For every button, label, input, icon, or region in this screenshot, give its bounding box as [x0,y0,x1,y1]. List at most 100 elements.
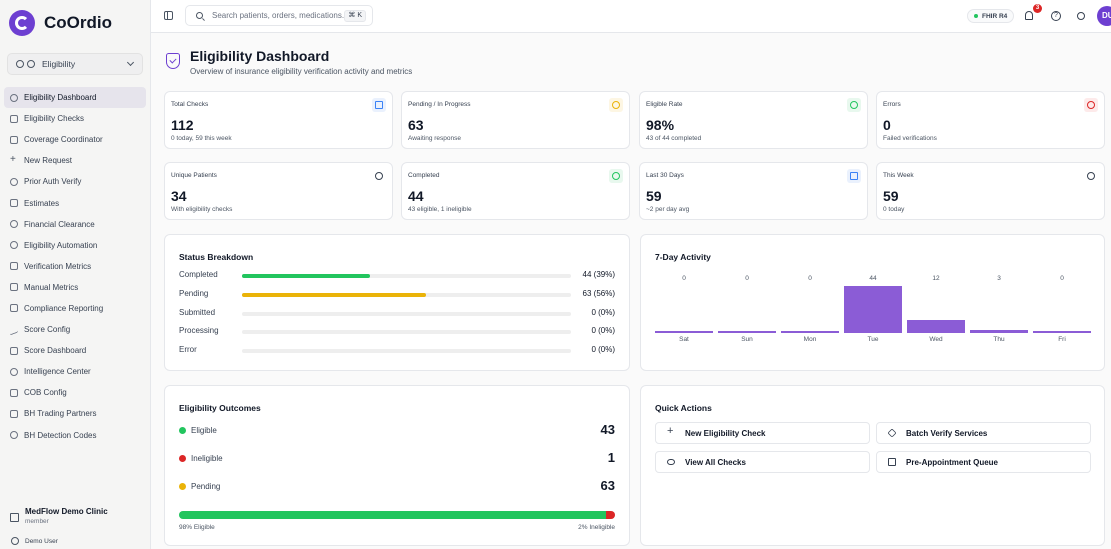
outcome-ratio-bar [179,511,615,519]
sidebar-item-new-request[interactable]: New Request [4,150,146,171]
network-icon [10,409,18,418]
bar-sun [718,331,776,333]
batch-verify-services-button[interactable]: Batch Verify Services [876,422,1091,444]
sidebar-item-bh-detection-codes[interactable]: BH Detection Codes [4,425,146,446]
status-progress-fill [242,274,371,278]
current-user[interactable]: Demo User [11,537,58,545]
clinic-name: MedFlow Demo Clinic [25,507,108,516]
module-select-value: Eligibility [42,59,76,69]
avatar[interactable]: DU [1097,6,1111,26]
check-circle-icon [10,93,18,102]
bell-icon[interactable] [1025,11,1033,20]
calendar-icon [888,458,896,466]
status-dot-icon [179,455,186,462]
sidebar-item-label: BH Trading Partners [24,409,97,419]
data-label-sun: 0 [745,275,749,282]
search-icon [196,12,203,19]
x-circle-icon-glyph [1087,101,1095,109]
sidebar-item-score-dashboard[interactable]: Score Dashboard [4,340,146,361]
stat-card-errors: Errors 0 Failed verifications [876,91,1105,149]
sidebar-toggle-icon[interactable] [164,11,173,20]
user-icon [372,169,386,183]
outcome-row-ineligible: Ineligible 1 [179,450,615,466]
check-circle-icon-glyph [612,172,620,180]
sidebar-item-prior-auth-verify[interactable]: Prior Auth Verify [4,171,146,192]
current-user-name: Demo User [25,537,58,545]
sidebar-item-bh-trading-partners[interactable]: BH Trading Partners [4,403,146,424]
sidebar-item-eligibility-automation[interactable]: Eligibility Automation [4,235,146,256]
bar-thu [970,329,1028,333]
fhir-status-badge: FHIR R4 [967,9,1015,23]
x-tick-label-wed: Wed [929,336,943,343]
notification-count-badge: 3 [1033,4,1042,13]
dollar-icon [10,431,18,440]
trend-icon [10,324,18,336]
sidebar-item-estimates[interactable]: Estimates [4,192,146,213]
theme-toggle-sun-icon[interactable] [1077,12,1085,20]
briefcase-icon [10,135,18,144]
status-row-pending: Pending 63 (56%) [179,289,615,301]
plus-icon [667,425,675,437]
brand[interactable]: CoOrdio [9,10,112,36]
file-icon [10,304,18,313]
bar-chart-icon [10,262,18,271]
clock-icon [609,98,623,112]
bar-wed [907,320,965,333]
sidebar-item-label: Score Dashboard [24,346,87,356]
status-progress-track [242,330,571,335]
search-box[interactable]: ⌘ K [185,5,373,26]
status-progress-track [242,292,571,297]
sidebar-item-eligibility-checks[interactable]: Eligibility Checks [4,108,146,129]
status-label: Processing [179,326,219,336]
stat-subtext: Failed verifications [883,135,937,142]
sidebar-item-label: Estimates [24,198,60,208]
search-input[interactable] [212,11,347,20]
stat-card-pending-in-progress: Pending / In Progress 63 Awaiting response [401,91,630,149]
sidebar-item-label: Compliance Reporting [24,303,104,313]
status-progress-track [242,311,571,316]
page-subtitle: Overview of insurance eligibility verifi… [190,67,413,76]
sidebar-item-verification-metrics[interactable]: Verification Metrics [4,256,146,277]
sidebar-item-eligibility-dashboard[interactable]: Eligibility Dashboard [4,87,146,109]
x-tick-label-mon: Mon [803,336,817,343]
stat-subtext: 0 today [883,206,905,213]
stat-subtext: 43 eligible, 1 ineligible [408,206,472,213]
ineligible-percent-label: 2% Ineligible [578,524,615,531]
check-circle-icon [16,60,24,68]
x-tick-label-thu: Thu [993,336,1005,343]
new-eligibility-check-button[interactable]: New Eligibility Check [655,422,870,444]
stat-label: Errors [883,101,901,108]
x-tick-label-sat: Sat [679,336,689,343]
help-icon[interactable]: ? [1051,11,1061,21]
stat-value: 98% [646,117,675,133]
stat-value: 63 [408,117,424,133]
sidebar-item-intelligence-center[interactable]: Intelligence Center [4,361,146,382]
module-select[interactable]: Eligibility [7,53,143,75]
file-icon [10,114,18,123]
eligible-percent-label: 98% Eligible [179,524,215,531]
button-label: Pre-Appointment Queue [906,457,999,467]
clinic-info[interactable]: MedFlow Demo Clinic member [10,507,108,525]
stat-card-last-30-days: Last 30 Days 59 ~2 per day avg [639,162,868,220]
status-value: 0 (0%) [591,345,615,355]
chart-title: 7-Day Activity [655,252,711,262]
outcome-row-eligible: Eligible 43 [179,422,615,438]
pre-appointment-queue-button[interactable]: Pre-Appointment Queue [876,451,1091,473]
sidebar-item-manual-metrics[interactable]: Manual Metrics [4,277,146,298]
button-label: Batch Verify Services [906,428,988,438]
x-tick-label-fri: Fri [1058,336,1066,343]
sidebar-item-coverage-coordinator[interactable]: Coverage Coordinator [4,129,146,150]
sidebar-item-financial-clearance[interactable]: Financial Clearance [4,214,146,235]
fhir-label: FHIR R4 [982,12,1008,20]
outcome-row-pending: Pending 63 [179,478,615,494]
bar-mon [781,331,839,333]
button-label: New Eligibility Check [685,428,766,438]
outcome-value: 1 [607,450,615,465]
sidebar-item-score-config[interactable]: Score Config [4,319,146,340]
sidebar-item-compliance-reporting[interactable]: Compliance Reporting [4,298,146,319]
bar-chart-icon [10,346,18,355]
gauge-icon [1084,169,1098,183]
view-all-checks-button[interactable]: View All Checks [655,451,870,473]
sidebar-item-cob-config[interactable]: COB Config [4,382,146,403]
sidebar: CoOrdio Eligibility Eligibility Dashboar… [0,0,151,549]
